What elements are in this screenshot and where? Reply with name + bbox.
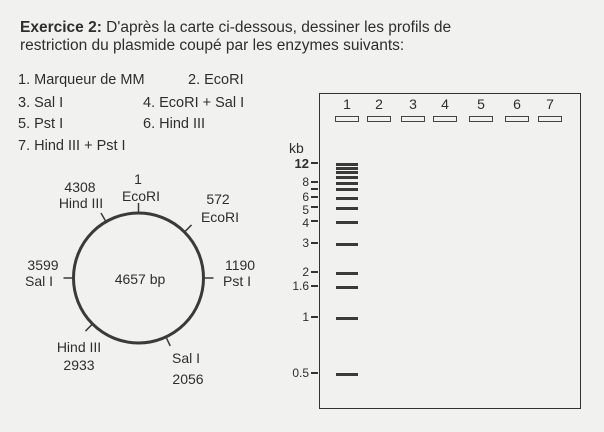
ladder-size-label: 3	[302, 236, 309, 250]
site-enzyme: EcoRI	[121, 188, 161, 204]
ladder-tick	[311, 285, 318, 287]
ladder-size-label: 1.6	[292, 279, 309, 293]
site-position: 2056	[172, 371, 204, 387]
gel-well	[401, 116, 425, 122]
ladder-size-label: 5	[302, 203, 309, 217]
gel-well	[469, 116, 493, 122]
instruction-text: D'après la carte ci-dessous, dessiner le…	[101, 19, 452, 36]
lane-number: 7	[546, 96, 554, 112]
list-item: 5. Pst I	[18, 116, 64, 132]
site-enzyme: EcoRI	[200, 209, 240, 225]
ladder-size-label: 12	[294, 155, 309, 171]
ladder-band	[336, 271, 358, 275]
ladder-size-label: 4	[302, 216, 309, 230]
ladder-band	[336, 285, 358, 289]
site-enzyme: Pst I	[223, 273, 252, 289]
site-enzyme: Sal I	[25, 273, 54, 289]
ladder-tick	[311, 188, 318, 190]
list-item: 6. Hind III	[143, 116, 206, 132]
ladder-band	[336, 206, 358, 210]
exercise-title-line2: restriction du plasmide coupé par les en…	[20, 37, 405, 54]
site-position: 1190	[224, 257, 256, 273]
ladder-band	[336, 175, 358, 179]
ladder-tick	[311, 162, 318, 164]
ladder-band	[336, 242, 358, 246]
ladder-band	[336, 188, 358, 192]
ladder-size-label: 2	[302, 265, 309, 279]
ladder-tick	[311, 220, 318, 222]
plasmid-size: 4657 bp	[114, 271, 166, 287]
ladder-band	[336, 171, 358, 175]
ladder-tick	[311, 206, 318, 208]
lane-number: 1	[343, 96, 351, 112]
gel-well	[538, 116, 562, 122]
ladder-size-label: 0.5	[292, 366, 309, 380]
list-item: 4. EcoRI + Sal I	[143, 95, 245, 111]
site-position: 572	[206, 191, 230, 207]
list-item: 7. Hind III + Pst I	[18, 138, 126, 154]
lane-number: 3	[409, 96, 417, 112]
ladder-band	[336, 166, 358, 170]
ladder-size-label: 8	[302, 175, 309, 189]
restriction-site-tick	[100, 212, 107, 223]
site-enzyme: Hind III	[56, 339, 102, 355]
site-enzyme: Hind III	[58, 195, 104, 211]
gel: 1 2 3 4 5 6 7	[319, 93, 581, 409]
gel-well	[335, 116, 359, 122]
exercise-number: Exercice 2:	[20, 19, 102, 36]
ladder-tick	[311, 196, 318, 198]
ladder-tick	[311, 242, 318, 244]
ladder-tick	[311, 316, 318, 318]
ladder-band	[336, 162, 358, 166]
restriction-site-tick	[165, 336, 171, 347]
lane-number: 6	[513, 96, 521, 112]
site-enzyme: Sal I	[171, 350, 201, 366]
ladder-tick	[311, 271, 318, 273]
list-item: 2. EcoRI	[188, 72, 244, 88]
ladder-band	[336, 372, 358, 376]
ladder-tick	[311, 181, 318, 183]
site-position: 2933	[63, 357, 95, 373]
ladder-tick	[311, 372, 318, 374]
ladder-band	[336, 220, 358, 224]
list-item: 3. Sal I	[18, 95, 64, 111]
ladder-size-label: 1	[302, 310, 309, 324]
site-position: 3599	[27, 257, 59, 273]
gel-well	[367, 116, 391, 122]
ladder-band	[336, 196, 358, 200]
gel-well	[505, 116, 529, 122]
restriction-site-tick	[183, 224, 193, 233]
gel-well	[433, 116, 457, 122]
lane-number: 4	[441, 96, 449, 112]
site-position: 1	[134, 171, 142, 187]
lane-number: 5	[477, 96, 485, 112]
restriction-site-tick	[84, 323, 94, 332]
ladder-band	[336, 316, 358, 320]
exercise-title-line1: Exercice 2: D'après la carte ci-dessous,…	[20, 20, 451, 36]
ladder-size-label: 6	[302, 190, 309, 204]
kb-unit-label: kb	[289, 140, 304, 156]
site-position: 4308	[64, 179, 96, 195]
list-item: 1. Marqueur de MM	[18, 72, 145, 88]
ladder-band	[336, 181, 358, 185]
lane-number: 2	[375, 96, 383, 112]
